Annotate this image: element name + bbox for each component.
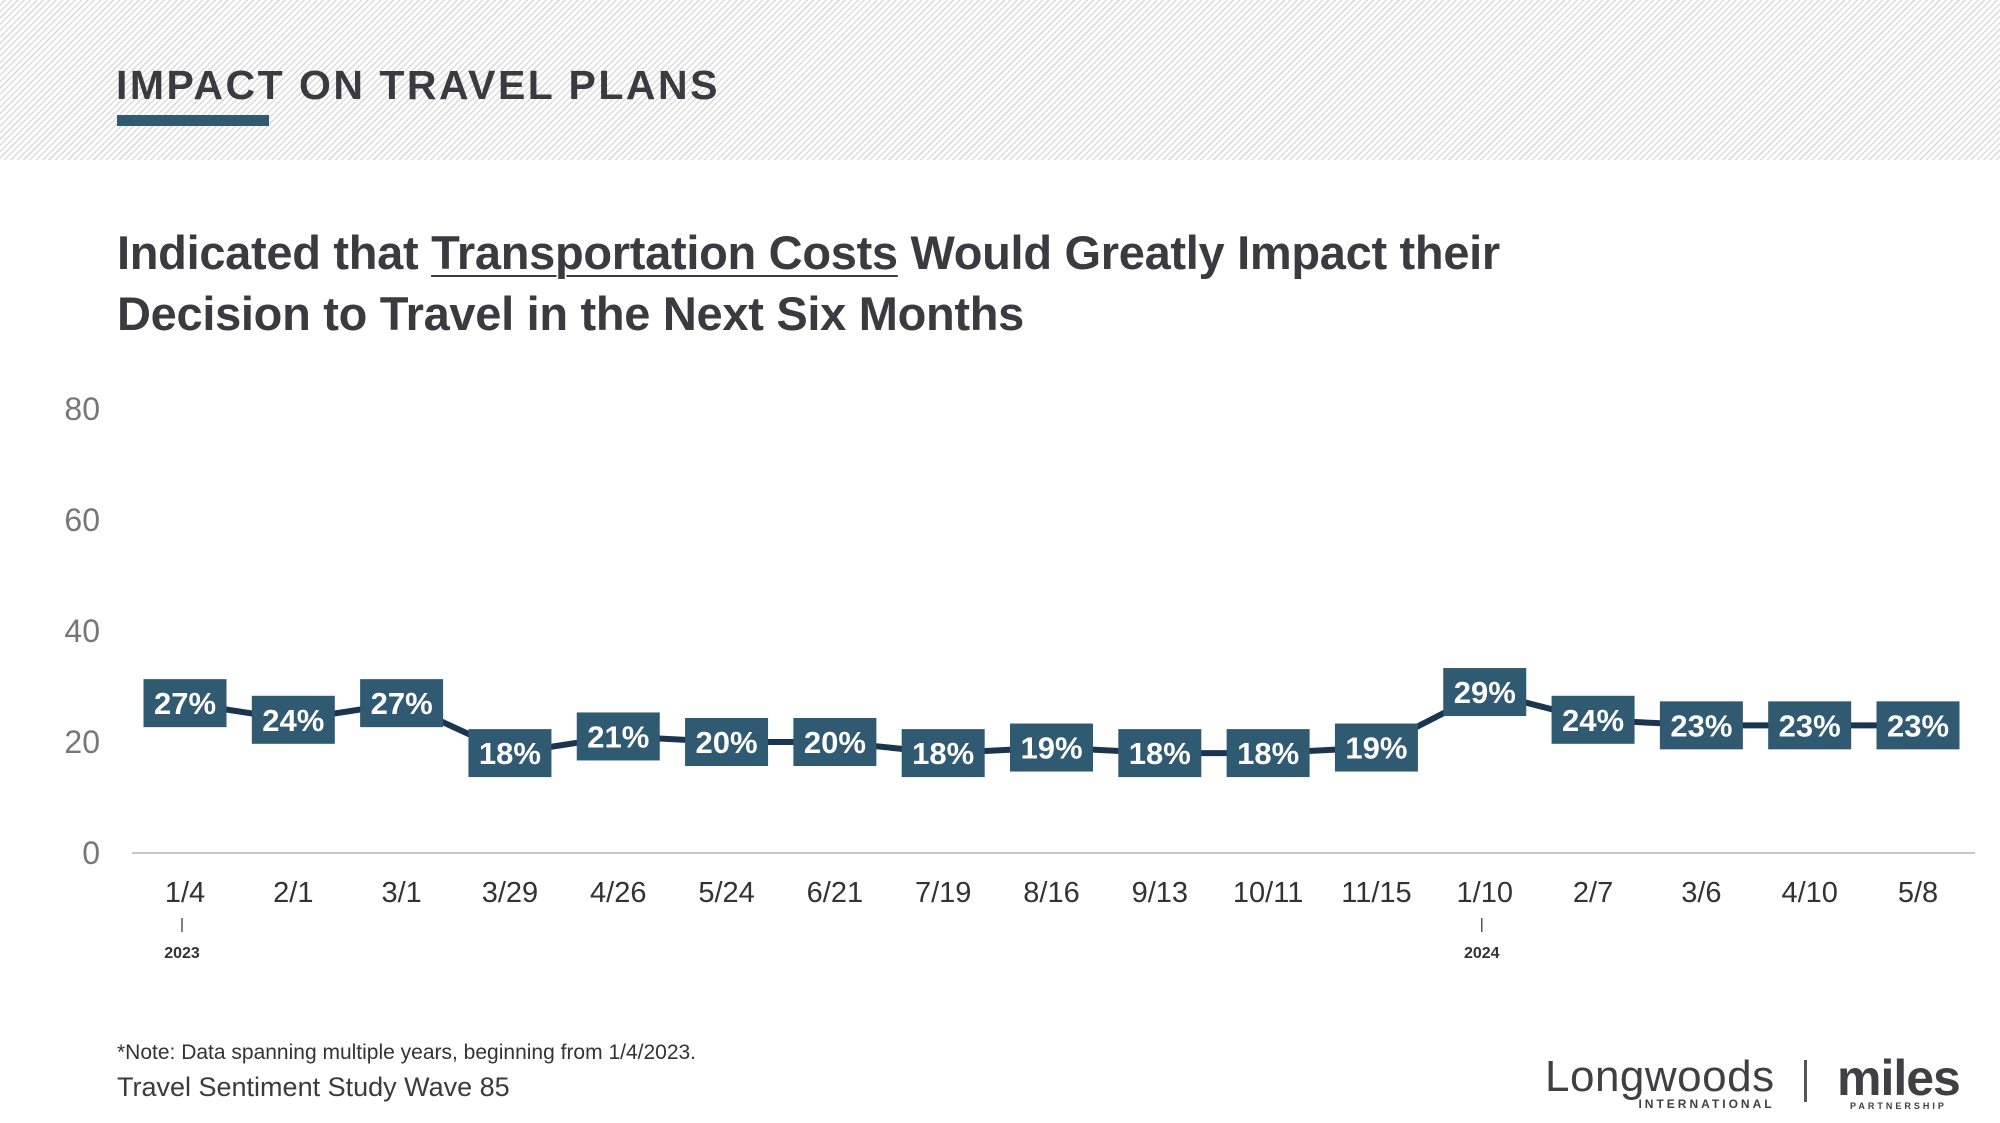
x-tick-label: 2/1 [273, 877, 313, 909]
data-label-box [793, 718, 877, 766]
data-label-box [685, 718, 769, 766]
y-tick-label: 80 [64, 391, 100, 427]
x-tick-label: 8/16 [1023, 877, 1079, 909]
y-tick-label: 40 [64, 613, 100, 649]
data-label-box [468, 729, 552, 778]
data-label-box [251, 695, 335, 744]
data-label-box [1443, 668, 1527, 717]
data-label: 23% [1768, 701, 1852, 750]
x-tick-label: 3/29 [482, 877, 538, 909]
data-label-text: 23% [1779, 708, 1841, 743]
data-label: 19% [1334, 723, 1418, 772]
chart-title-line2: Decision to Travel in the Next Six Month… [117, 287, 1025, 340]
x-tick-label: 1/10 [1457, 877, 1513, 909]
x-tick-label: 1/4 [165, 877, 205, 909]
chart-title-emphasis: Transportation Costs [431, 226, 898, 279]
data-label-text: 18% [1129, 736, 1191, 771]
data-label: 24% [1551, 695, 1635, 744]
data-label-text: 29% [1454, 675, 1516, 710]
data-label-text: 23% [1670, 708, 1732, 743]
longwoods-logo: Longwoods INTERNATIONAL [1545, 1052, 1775, 1112]
x-tick-label: 10/11 [1233, 877, 1303, 909]
data-label-text: 20% [804, 725, 866, 760]
logo-divider [1804, 1060, 1807, 1102]
data-label-text: 19% [1020, 731, 1082, 766]
section-title: IMPACT ON TRAVEL PLANS [116, 62, 720, 108]
x-tick-label: 4/10 [1781, 877, 1837, 909]
miles-logo-subtitle: PARTNERSHIP [1850, 1101, 1947, 1111]
chart-title-suffix: Would Greatly Impact their [897, 226, 1501, 279]
data-label-text: 24% [1562, 703, 1624, 738]
data-label-box [1118, 729, 1202, 778]
year-marker-label: 2024 [1464, 945, 1500, 962]
data-label: 27% [360, 679, 444, 728]
data-label-text: 27% [371, 686, 433, 721]
chart-title: Indicated that Transportation Costs Woul… [117, 222, 1717, 344]
data-label-box [360, 679, 444, 728]
data-label-box [1010, 723, 1093, 772]
year-markers: 2023 2024 [164, 918, 1500, 962]
x-tick-label: 11/15 [1341, 877, 1411, 909]
data-label: 27% [143, 679, 227, 728]
data-label-box [576, 712, 660, 761]
source-label: Travel Sentiment Study Wave 85 [117, 1072, 510, 1102]
y-axis: 0 20 40 60 80 [64, 391, 100, 871]
data-label: 18% [901, 729, 985, 778]
y-tick-label: 20 [64, 724, 100, 760]
section-title-accent-bar [117, 115, 269, 126]
x-tick-label: 5/8 [1898, 877, 1938, 909]
data-label: 20% [685, 718, 769, 766]
year-marker-label: 2023 [164, 945, 200, 962]
miles-logo-wordmark: miles [1837, 1050, 1961, 1106]
data-label-text: 19% [1345, 731, 1407, 766]
longwoods-logo-wordmark: Longwoods [1545, 1052, 1775, 1101]
data-label: 21% [576, 712, 660, 761]
longwoods-logo-subtitle: INTERNATIONAL [1638, 1097, 1775, 1111]
data-label-box [1659, 701, 1743, 750]
header-band [0, 0, 2000, 160]
footnote: *Note: Data spanning multiple years, beg… [117, 1041, 697, 1064]
data-label: 24% [251, 695, 335, 744]
x-tick-label: 5/24 [698, 877, 754, 909]
data-label-text: 27% [154, 686, 216, 721]
data-label: 18% [1118, 729, 1202, 778]
data-label: 18% [468, 729, 552, 778]
chart-title-prefix: Indicated that [117, 226, 432, 279]
data-label-text: 18% [479, 736, 541, 771]
x-tick-label: 2/7 [1573, 877, 1613, 909]
data-label: 23% [1659, 701, 1743, 750]
x-tick-label: 7/19 [915, 877, 971, 909]
data-label-box [901, 729, 985, 778]
data-label: 18% [1226, 729, 1310, 778]
data-label: 23% [1876, 701, 1960, 750]
data-label-box [1226, 729, 1310, 778]
x-tick-label: 9/13 [1132, 877, 1188, 909]
data-label-box [1768, 701, 1852, 750]
x-tick-label: 4/26 [590, 877, 646, 909]
data-label-text: 23% [1887, 708, 1949, 743]
x-axis: 1/4 2/1 3/1 3/29 4/26 5/24 6/21 7/19 8/16 9/13 10/… [165, 877, 1938, 909]
data-label-text: 21% [587, 719, 649, 754]
data-label-text: 20% [696, 725, 758, 760]
data-label-box [1334, 723, 1418, 772]
x-tick-label: 3/6 [1681, 877, 1721, 909]
x-tick-label: 6/21 [807, 877, 863, 909]
data-label: 29% [1443, 668, 1527, 717]
data-label-text: 24% [262, 703, 324, 738]
miles-logo: miles PARTNERSHIP [1837, 1050, 1961, 1111]
data-label-text: 18% [912, 736, 974, 771]
data-label-text: 18% [1237, 736, 1299, 771]
y-tick-label: 0 [82, 835, 100, 871]
y-tick-label: 60 [64, 502, 100, 538]
data-label: 19% [1010, 723, 1093, 772]
data-labels: 27% 24% 27% 18% 21% 20% 20% 18% 19% 18% 18% 19% 29% 2… [143, 668, 1960, 778]
data-label-box [143, 679, 227, 728]
data-label-box [1551, 695, 1635, 744]
data-label-box [1876, 701, 1960, 750]
x-tick-label: 3/1 [381, 877, 421, 909]
data-label: 20% [793, 718, 877, 766]
